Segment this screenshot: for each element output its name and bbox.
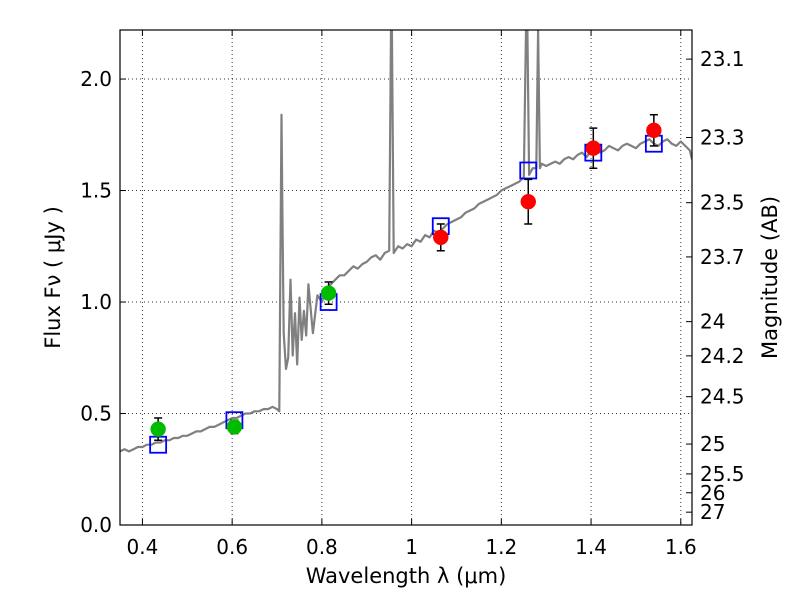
- ticks-layer: 0.4 0.6 0.8 1 1.2 1.4 1.6 0.0 0.5 1.0 1.5 2.0 23.1 23…: [80, 30, 745, 559]
- magnitude-tick-label: 27: [700, 500, 725, 524]
- y-tick-label: 0.0: [80, 513, 112, 537]
- points-layer: [149, 113, 663, 454]
- model-box-marker: [519, 161, 538, 180]
- grid-layer: [120, 30, 692, 526]
- plot-frame: [119, 29, 693, 526]
- x-tick-label: 1.4: [575, 535, 607, 559]
- y-tick-label: 0.5: [80, 402, 112, 426]
- x-tick-label: 1.6: [665, 535, 697, 559]
- red-observed-point: [433, 229, 449, 246]
- magnitude-tick-label: 23.5: [700, 191, 745, 215]
- green-observed-point: [226, 419, 243, 435]
- magnitude-tick-label: 23.7: [700, 245, 745, 269]
- red-observed-point: [585, 140, 602, 156]
- y-tick-label: 1.0: [80, 290, 112, 314]
- x-axis-title: Wavelength λ (μm): [306, 564, 507, 588]
- x-tick-label: 0.4: [127, 535, 159, 559]
- x-tick-label: 1: [405, 535, 418, 559]
- magnitude-axis-title: Magnitude (AB): [758, 196, 782, 359]
- magnitude-tick-label: 24.2: [700, 344, 745, 368]
- green-observed-point: [150, 421, 166, 437]
- y-axis-title: Flux Fν ( μJy ): [41, 206, 65, 349]
- x-tick-label: 0.6: [216, 535, 248, 559]
- spectrum-layer: [120, 30, 692, 453]
- spectrum-line: [120, 30, 692, 453]
- magnitude-tick-label: 24: [700, 310, 725, 334]
- y-tick-label: 2.0: [80, 67, 112, 91]
- x-tick-label: 0.8: [306, 535, 338, 559]
- red-observed-point: [646, 122, 662, 139]
- magnitude-tick-label: 25.5: [700, 462, 745, 486]
- red-observed-point: [520, 193, 537, 210]
- magnitude-tick-label: 23.3: [700, 125, 745, 149]
- magnitude-tick-label: 24.5: [700, 385, 745, 409]
- magnitude-tick-label: 25: [700, 432, 725, 456]
- y-tick-label: 1.5: [80, 179, 112, 203]
- green-observed-point: [320, 285, 337, 301]
- magnitude-tick-label: 26: [700, 481, 725, 505]
- x-tick-label: 1.2: [485, 535, 517, 559]
- magnitude-tick-label: 23.1: [700, 47, 745, 71]
